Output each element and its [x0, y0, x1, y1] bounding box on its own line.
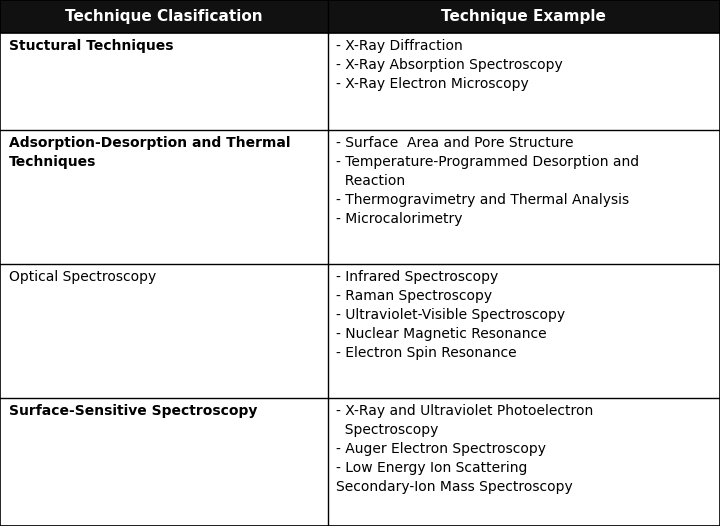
Text: Adsorption-Desorption and Thermal
Techniques: Adsorption-Desorption and Thermal Techni…	[9, 136, 290, 169]
Text: - Surface  Area and Pore Structure
- Temperature-Programmed Desorption and
  Rea: - Surface Area and Pore Structure - Temp…	[336, 136, 639, 226]
Text: Surface-Sensitive Spectroscopy: Surface-Sensitive Spectroscopy	[9, 404, 257, 419]
Text: - X-Ray and Ultraviolet Photoelectron
  Spectroscopy
- Auger Electron Spectrosco: - X-Ray and Ultraviolet Photoelectron Sp…	[336, 404, 593, 494]
Text: - Infrared Spectroscopy
- Raman Spectroscopy
- Ultraviolet-Visible Spectroscopy
: - Infrared Spectroscopy - Raman Spectros…	[336, 270, 565, 360]
Text: Optical Spectroscopy: Optical Spectroscopy	[9, 270, 156, 285]
Text: - X-Ray Diffraction
- X-Ray Absorption Spectroscopy
- X-Ray Electron Microscopy: - X-Ray Diffraction - X-Ray Absorption S…	[336, 39, 563, 91]
Text: Technique Example: Technique Example	[441, 9, 606, 24]
Text: Technique Clasification: Technique Clasification	[65, 9, 263, 24]
Text: Stuctural Techniques: Stuctural Techniques	[9, 39, 173, 53]
Bar	[0, 0, 720, 33]
